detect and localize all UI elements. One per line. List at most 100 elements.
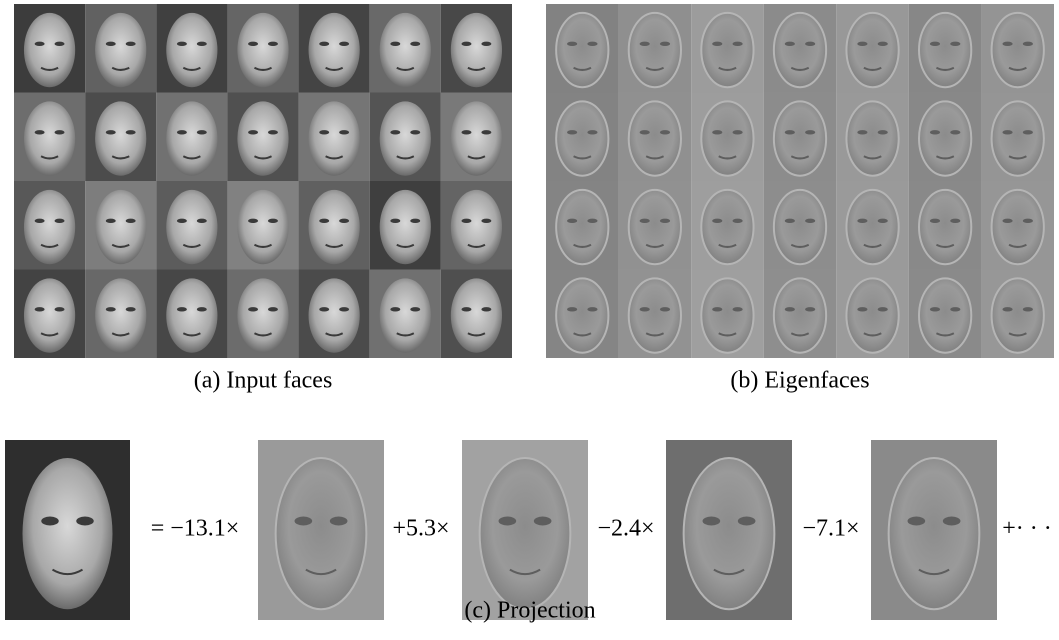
- face-eye: [930, 130, 940, 134]
- face-shape: [23, 458, 113, 609]
- face-eye: [785, 130, 795, 134]
- face-eye: [126, 219, 136, 223]
- input-faces-grid: [14, 4, 512, 358]
- face-eye: [733, 307, 743, 311]
- face-shape: [24, 278, 75, 352]
- face-eye: [930, 307, 940, 311]
- face-shape: [629, 101, 681, 175]
- face-shape: [774, 101, 826, 175]
- eigenfaces-grid: [546, 4, 1054, 358]
- face-shape: [846, 190, 898, 264]
- face-shape: [992, 190, 1044, 264]
- face-eye: [950, 219, 960, 223]
- face-eye: [733, 219, 743, 223]
- face-eye: [481, 219, 491, 223]
- face-eye: [805, 307, 815, 311]
- face-shape: [237, 13, 288, 87]
- face-shape: [556, 101, 608, 175]
- face-eye: [41, 517, 59, 526]
- face-eye: [733, 42, 743, 46]
- face-shape: [701, 13, 753, 87]
- face-eye: [1023, 130, 1033, 134]
- face-eye: [733, 130, 743, 134]
- face-eye: [248, 219, 258, 223]
- face-eye: [878, 130, 888, 134]
- face-eye: [55, 219, 65, 223]
- face-eye: [712, 219, 722, 223]
- face-shape: [166, 190, 217, 264]
- face-eye: [330, 517, 348, 526]
- face-shape: [919, 190, 971, 264]
- face-eye: [35, 130, 45, 134]
- face-shape: [629, 278, 681, 352]
- face-eye: [390, 219, 400, 223]
- face-shape: [24, 13, 75, 87]
- face-eye: [461, 307, 471, 311]
- face-eye: [339, 130, 349, 134]
- face-eye: [1023, 42, 1033, 46]
- face-eye: [660, 307, 670, 311]
- face-eye: [410, 219, 420, 223]
- face-eye: [461, 130, 471, 134]
- face-shape: [846, 13, 898, 87]
- face-eye: [878, 42, 888, 46]
- caption: (c) Projection: [464, 598, 595, 624]
- face-eye: [55, 307, 65, 311]
- face-eye: [106, 219, 116, 223]
- face-eye: [106, 42, 116, 46]
- face-eye: [587, 307, 597, 311]
- face-shape: [24, 190, 75, 264]
- face-shape: [380, 13, 431, 87]
- face-shape: [846, 278, 898, 352]
- face-shape: [701, 101, 753, 175]
- face-eye: [499, 517, 517, 526]
- face-shape: [684, 458, 775, 609]
- face-eye: [567, 130, 577, 134]
- face-eye: [1002, 130, 1012, 134]
- face-eye: [461, 42, 471, 46]
- face-eye: [197, 130, 207, 134]
- face-eye: [76, 517, 94, 526]
- face-eye: [785, 219, 795, 223]
- projection-term: = −13.1×: [151, 516, 240, 542]
- face-eye: [248, 130, 258, 134]
- face-shape: [556, 13, 608, 87]
- face-shape: [629, 190, 681, 264]
- face-eye: [177, 219, 187, 223]
- face-eye: [930, 42, 940, 46]
- face-eye: [106, 130, 116, 134]
- face-eye: [177, 130, 187, 134]
- face-eye: [950, 307, 960, 311]
- face-shape: [237, 101, 288, 175]
- face-eye: [197, 307, 207, 311]
- face-eye: [177, 42, 187, 46]
- projection-term: −7.1×: [802, 516, 859, 542]
- face-eye: [857, 42, 867, 46]
- face-eye: [339, 307, 349, 311]
- face-eye: [857, 307, 867, 311]
- face-eye: [410, 307, 420, 311]
- face-shape: [237, 278, 288, 352]
- face-eye: [640, 307, 650, 311]
- face-eye: [640, 219, 650, 223]
- face-eye: [587, 42, 597, 46]
- face-eye: [319, 307, 329, 311]
- face-eye: [481, 307, 491, 311]
- face-eye: [567, 42, 577, 46]
- face-eye: [534, 517, 552, 526]
- face-shape: [24, 101, 75, 175]
- face-eye: [785, 307, 795, 311]
- face-shape: [889, 458, 980, 609]
- face-shape: [309, 13, 360, 87]
- face-eye: [1002, 219, 1012, 223]
- face-eye: [878, 307, 888, 311]
- face-eye: [587, 219, 597, 223]
- face-shape: [95, 190, 146, 264]
- face-shape: [774, 190, 826, 264]
- face-eye: [908, 517, 926, 526]
- face-eye: [319, 130, 329, 134]
- face-eye: [461, 219, 471, 223]
- face-eye: [126, 130, 136, 134]
- face-eye: [805, 130, 815, 134]
- face-eye: [319, 219, 329, 223]
